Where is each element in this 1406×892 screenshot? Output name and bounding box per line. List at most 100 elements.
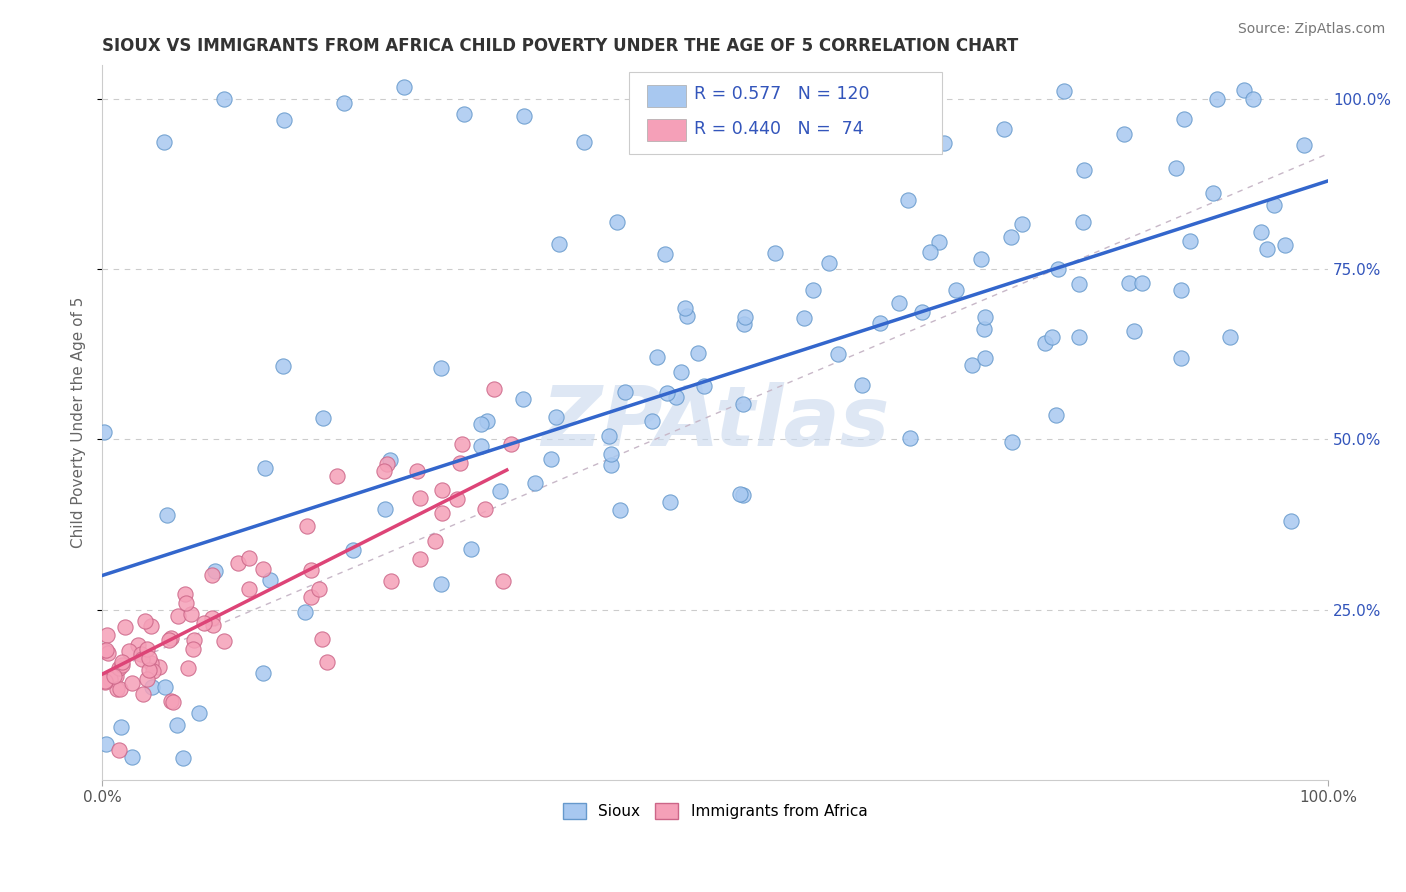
- Point: [606, 215, 628, 229]
- Point: [897, 193, 920, 207]
- Point: [153, 680, 176, 694]
- Point: [470, 417, 492, 431]
- Point: [105, 682, 128, 697]
- Point: [392, 79, 415, 94]
- Point: [108, 661, 131, 675]
- Point: [801, 283, 824, 297]
- Point: [676, 309, 699, 323]
- Point: [204, 564, 226, 578]
- Point: [432, 506, 454, 520]
- Point: [1292, 138, 1315, 153]
- Point: [1170, 351, 1192, 365]
- Point: [139, 656, 162, 670]
- Point: [142, 664, 165, 678]
- Point: [94, 737, 117, 751]
- Point: [193, 616, 215, 631]
- Point: [1112, 127, 1135, 141]
- Point: [817, 256, 839, 270]
- Point: [1067, 277, 1090, 292]
- Point: [174, 596, 197, 610]
- Point: [201, 567, 224, 582]
- Point: [110, 720, 132, 734]
- Point: [1045, 408, 1067, 422]
- Point: [1118, 277, 1140, 291]
- Point: [546, 409, 568, 424]
- Point: [851, 378, 873, 392]
- Point: [1130, 277, 1153, 291]
- Point: [599, 447, 621, 461]
- Point: [973, 351, 995, 365]
- Point: [970, 252, 993, 266]
- Point: [308, 582, 330, 596]
- Point: [460, 541, 482, 556]
- Point: [138, 664, 160, 678]
- Point: [686, 346, 709, 360]
- Point: [1040, 330, 1063, 344]
- Point: [932, 136, 955, 150]
- Point: [446, 492, 468, 507]
- Point: [299, 590, 322, 604]
- Point: [141, 680, 163, 694]
- Point: [188, 706, 211, 721]
- Point: [489, 483, 512, 498]
- Point: [731, 488, 754, 502]
- Point: [869, 316, 891, 330]
- Point: [162, 695, 184, 709]
- Point: [312, 411, 335, 425]
- Point: [512, 109, 534, 123]
- Point: [380, 452, 402, 467]
- Point: [671, 365, 693, 379]
- Point: [1173, 112, 1195, 127]
- Point: [1279, 514, 1302, 528]
- Point: [93, 644, 115, 658]
- Point: [598, 429, 620, 443]
- Point: [918, 245, 941, 260]
- Point: [1256, 242, 1278, 256]
- Point: [752, 98, 775, 112]
- Point: [453, 107, 475, 121]
- Point: [138, 650, 160, 665]
- Y-axis label: Child Poverty Under the Age of 5: Child Poverty Under the Age of 5: [72, 297, 86, 548]
- Point: [380, 574, 402, 588]
- FancyBboxPatch shape: [630, 72, 942, 154]
- Legend: Sioux, Immigrants from Africa: Sioux, Immigrants from Africa: [557, 797, 873, 826]
- Point: [484, 382, 506, 396]
- Point: [166, 718, 188, 732]
- Point: [609, 502, 631, 516]
- Point: [654, 247, 676, 261]
- Point: [763, 246, 786, 260]
- Point: [136, 642, 159, 657]
- Point: [1250, 225, 1272, 239]
- Point: [226, 556, 249, 570]
- Point: [887, 296, 910, 310]
- Point: [104, 669, 127, 683]
- Point: [111, 657, 134, 672]
- Text: R = 0.577   N = 120: R = 0.577 N = 120: [695, 86, 870, 103]
- Point: [1067, 330, 1090, 344]
- Point: [423, 533, 446, 548]
- Point: [728, 487, 751, 501]
- Point: [1205, 92, 1227, 106]
- Point: [1263, 197, 1285, 211]
- Point: [157, 633, 180, 648]
- Point: [238, 550, 260, 565]
- Point: [299, 563, 322, 577]
- Point: [93, 425, 115, 440]
- Text: SIOUX VS IMMIGRANTS FROM AFRICA CHILD POVERTY UNDER THE AGE OF 5 CORRELATION CHA: SIOUX VS IMMIGRANTS FROM AFRICA CHILD PO…: [103, 37, 1018, 55]
- Point: [733, 317, 755, 331]
- Point: [512, 392, 534, 407]
- FancyBboxPatch shape: [647, 86, 686, 107]
- Point: [430, 360, 453, 375]
- Point: [94, 675, 117, 690]
- Point: [156, 508, 179, 522]
- Point: [325, 469, 347, 483]
- Point: [1052, 84, 1074, 98]
- Point: [332, 95, 354, 110]
- Point: [134, 614, 156, 628]
- Point: [252, 562, 274, 576]
- Point: [1219, 330, 1241, 344]
- Point: [1202, 186, 1225, 201]
- Point: [1233, 83, 1256, 97]
- Point: [160, 631, 183, 645]
- Point: [108, 743, 131, 757]
